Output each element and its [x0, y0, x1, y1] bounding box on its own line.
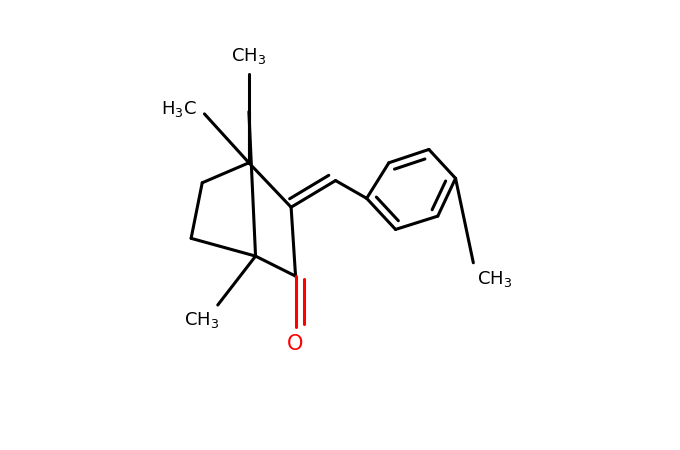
Text: CH$_3$: CH$_3$	[231, 46, 267, 66]
Text: O: O	[288, 334, 304, 354]
Text: CH$_3$: CH$_3$	[184, 310, 219, 330]
Text: CH$_3$: CH$_3$	[477, 270, 512, 289]
Text: H$_3$C: H$_3$C	[161, 99, 197, 118]
